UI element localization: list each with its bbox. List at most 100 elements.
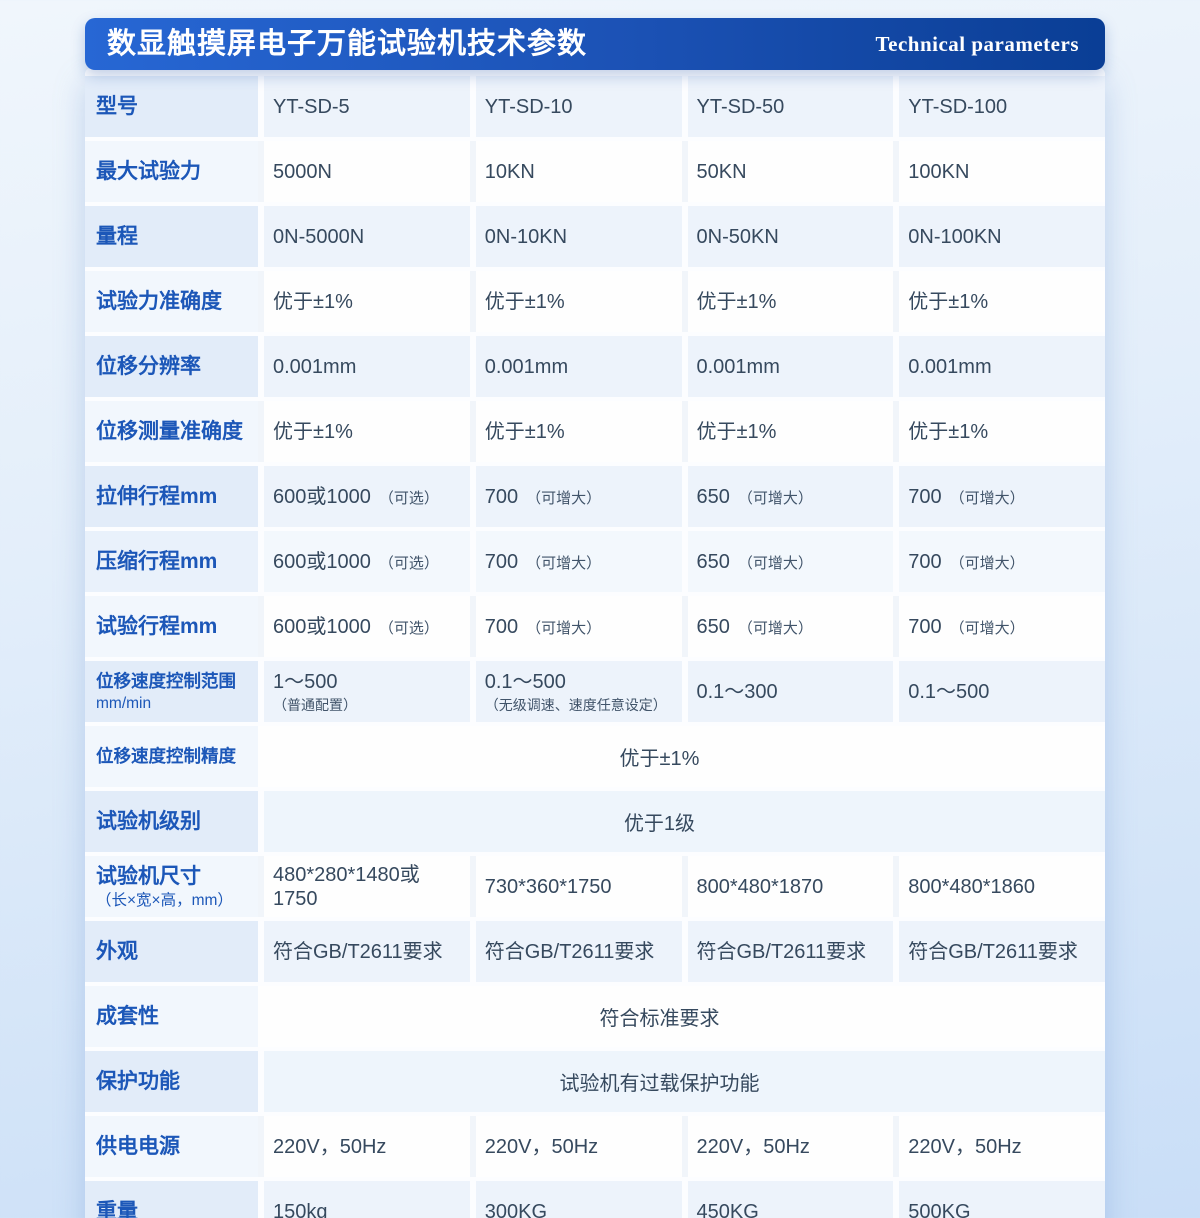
value-cell: 0N-50KN bbox=[681, 206, 894, 267]
value-line: YT-SD-50 bbox=[697, 95, 888, 119]
value-text: YT-SD-10 bbox=[484, 95, 573, 118]
value-cell: 优于±1% bbox=[681, 271, 894, 332]
row-label-cell: 供电电源 bbox=[85, 1116, 258, 1177]
merged-value: 试验机有过载保护功能 bbox=[559, 1073, 760, 1095]
value-line: 符合GB/T2611要求 bbox=[908, 940, 1099, 964]
value-text: 1～500 bbox=[273, 670, 338, 693]
table-row: 成套性 符合标准要求 bbox=[85, 982, 1105, 1047]
value-line: 730*360*1750 bbox=[485, 875, 676, 899]
row-label-cell: 试验机尺寸 （长×宽×高，mm） bbox=[85, 856, 258, 917]
row-label-cell: 外观 bbox=[85, 921, 258, 982]
value-line: 220V，50Hz bbox=[697, 1135, 888, 1159]
row-label: 试验机尺寸 bbox=[96, 864, 201, 888]
merged-value: 优于1级 bbox=[623, 813, 696, 835]
value-cell: 650 （可增大） bbox=[681, 466, 894, 527]
value-line: 150kg bbox=[273, 1200, 464, 1218]
value-text: 10KN bbox=[484, 160, 535, 183]
value-cell: 450KG bbox=[681, 1181, 894, 1218]
value-cell: 300KG bbox=[469, 1181, 682, 1218]
value-cell: 700 （可增大） bbox=[469, 531, 682, 592]
value-cell: 600或1000 （可选） bbox=[258, 466, 470, 527]
value-line: 符合GB/T2611要求 bbox=[273, 940, 464, 964]
value-line: 10KN bbox=[485, 160, 676, 184]
row-label-cell: 位移测量准确度 bbox=[85, 401, 258, 462]
value-line: 700 （可增大） bbox=[908, 615, 1099, 639]
value-note: （可增大） bbox=[737, 619, 813, 637]
value-cell: 700 （可增大） bbox=[893, 466, 1105, 527]
table-row: 重量 150kg 300KG 450KG 500KG bbox=[85, 1177, 1105, 1218]
merged-value-cell: 优于±1% bbox=[258, 726, 1105, 787]
value-cell: 优于±1% bbox=[893, 271, 1105, 332]
value-cell: 符合GB/T2611要求 bbox=[258, 921, 470, 982]
row-label: 型号 bbox=[96, 94, 138, 118]
row-label: 压缩行程mm bbox=[96, 549, 218, 573]
value-text: 0N-5000N bbox=[273, 225, 365, 248]
table-row: 试验机尺寸 （长×宽×高，mm） 480*280*1480或1750 730*360*… bbox=[85, 852, 1105, 917]
value-text: 600或1000 bbox=[273, 615, 371, 638]
value-line: 5000N bbox=[273, 160, 464, 184]
spec-table: 型号 YT-SD-5 YT-SD-10 YT-SD-50 YT-SD-100 最大试验力 5… bbox=[85, 76, 1105, 1218]
value-text: 220V，50Hz bbox=[908, 1135, 1022, 1158]
value-note: （可增大） bbox=[526, 554, 602, 572]
value-line: 0N-100KN bbox=[908, 225, 1099, 249]
value-line: 0N-10KN bbox=[485, 225, 676, 249]
value-line: 300KG bbox=[485, 1200, 676, 1218]
value-cell: 730*360*1750 bbox=[469, 856, 682, 917]
value-cell: 700 （可增大） bbox=[893, 596, 1105, 657]
table-row: 压缩行程mm 600或1000 （可选） 700 （可增大） 650 （可增大） 700 （可增… bbox=[85, 527, 1105, 592]
value-line: 符合GB/T2611要求 bbox=[485, 940, 676, 964]
value-line: 0.001mm bbox=[697, 355, 888, 379]
value-cell: 220V，50Hz bbox=[893, 1116, 1105, 1177]
value-line: 1～500 bbox=[273, 670, 464, 694]
value-cell: 0.1～500 （无级调速、速度任意设定） bbox=[469, 661, 682, 722]
merged-value-cell: 优于1级 bbox=[258, 791, 1105, 852]
row-label-cell: 拉伸行程mm bbox=[85, 466, 258, 527]
row-label: 供电电源 bbox=[96, 1134, 180, 1158]
value-text: 符合GB/T2611要求 bbox=[908, 940, 1078, 963]
value-note: （可增大） bbox=[949, 554, 1025, 572]
value-cell: 480*280*1480或1750 bbox=[258, 856, 470, 917]
value-cell: 650 （可增大） bbox=[681, 531, 894, 592]
value-cell: 220V，50Hz bbox=[469, 1116, 682, 1177]
value-text: 符合GB/T2611要求 bbox=[273, 940, 443, 963]
value-text: 符合GB/T2611要求 bbox=[484, 940, 655, 963]
value-cell: 600或1000 （可选） bbox=[258, 596, 470, 657]
value-cell: 0.001mm bbox=[258, 336, 470, 397]
value-text: 优于±1% bbox=[484, 290, 565, 313]
value-line: 700 （可增大） bbox=[485, 550, 676, 574]
value-text: 0.001mm bbox=[908, 355, 992, 378]
row-label: 最大试验力 bbox=[96, 159, 201, 183]
row-label: 位移测量准确度 bbox=[96, 419, 243, 443]
value-text: 优于±1% bbox=[696, 290, 777, 313]
value-text: 符合GB/T2611要求 bbox=[696, 940, 867, 963]
row-label-cell: 量程 bbox=[85, 206, 258, 267]
value-text: 0.001mm bbox=[273, 355, 357, 378]
value-cell: 1～500 （普通配置） bbox=[258, 661, 470, 722]
value-cell: 5000N bbox=[258, 141, 470, 202]
value-cell: YT-SD-5 bbox=[258, 76, 470, 137]
value-cell: 10KN bbox=[469, 141, 682, 202]
value-line: 220V，50Hz bbox=[908, 1135, 1099, 1159]
value-line: 0.001mm bbox=[908, 355, 1099, 379]
value-text: 600或1000 bbox=[273, 485, 371, 508]
value-line: 650 （可增大） bbox=[697, 485, 888, 509]
value-text: 220V，50Hz bbox=[484, 1135, 599, 1158]
page-title: 数显触摸屏电子万能试验机技术参数 bbox=[107, 27, 588, 60]
value-text: 100KN bbox=[908, 160, 970, 183]
value-text: 650 bbox=[696, 615, 730, 638]
value-text: 0.001mm bbox=[696, 355, 780, 378]
value-text: 700 bbox=[484, 615, 519, 638]
row-label: 重量 bbox=[96, 1199, 138, 1218]
value-line: 650 （可增大） bbox=[697, 615, 888, 639]
page-subtitle: Technical parameters bbox=[875, 31, 1079, 56]
value-text: 500KG bbox=[908, 1200, 971, 1218]
value-line: 优于±1% bbox=[908, 420, 1099, 444]
value-cell: 600或1000 （可选） bbox=[258, 531, 470, 592]
value-cell: 700 （可增大） bbox=[469, 466, 682, 527]
value-text: 700 bbox=[908, 615, 942, 638]
value-line: YT-SD-5 bbox=[273, 95, 464, 119]
value-line: 700 （可增大） bbox=[485, 615, 676, 639]
value-line: 优于±1% bbox=[485, 290, 676, 314]
row-label: 成套性 bbox=[96, 1004, 159, 1028]
table-row: 试验力准确度 优于±1% 优于±1% 优于±1% 优于±1% bbox=[85, 267, 1105, 332]
